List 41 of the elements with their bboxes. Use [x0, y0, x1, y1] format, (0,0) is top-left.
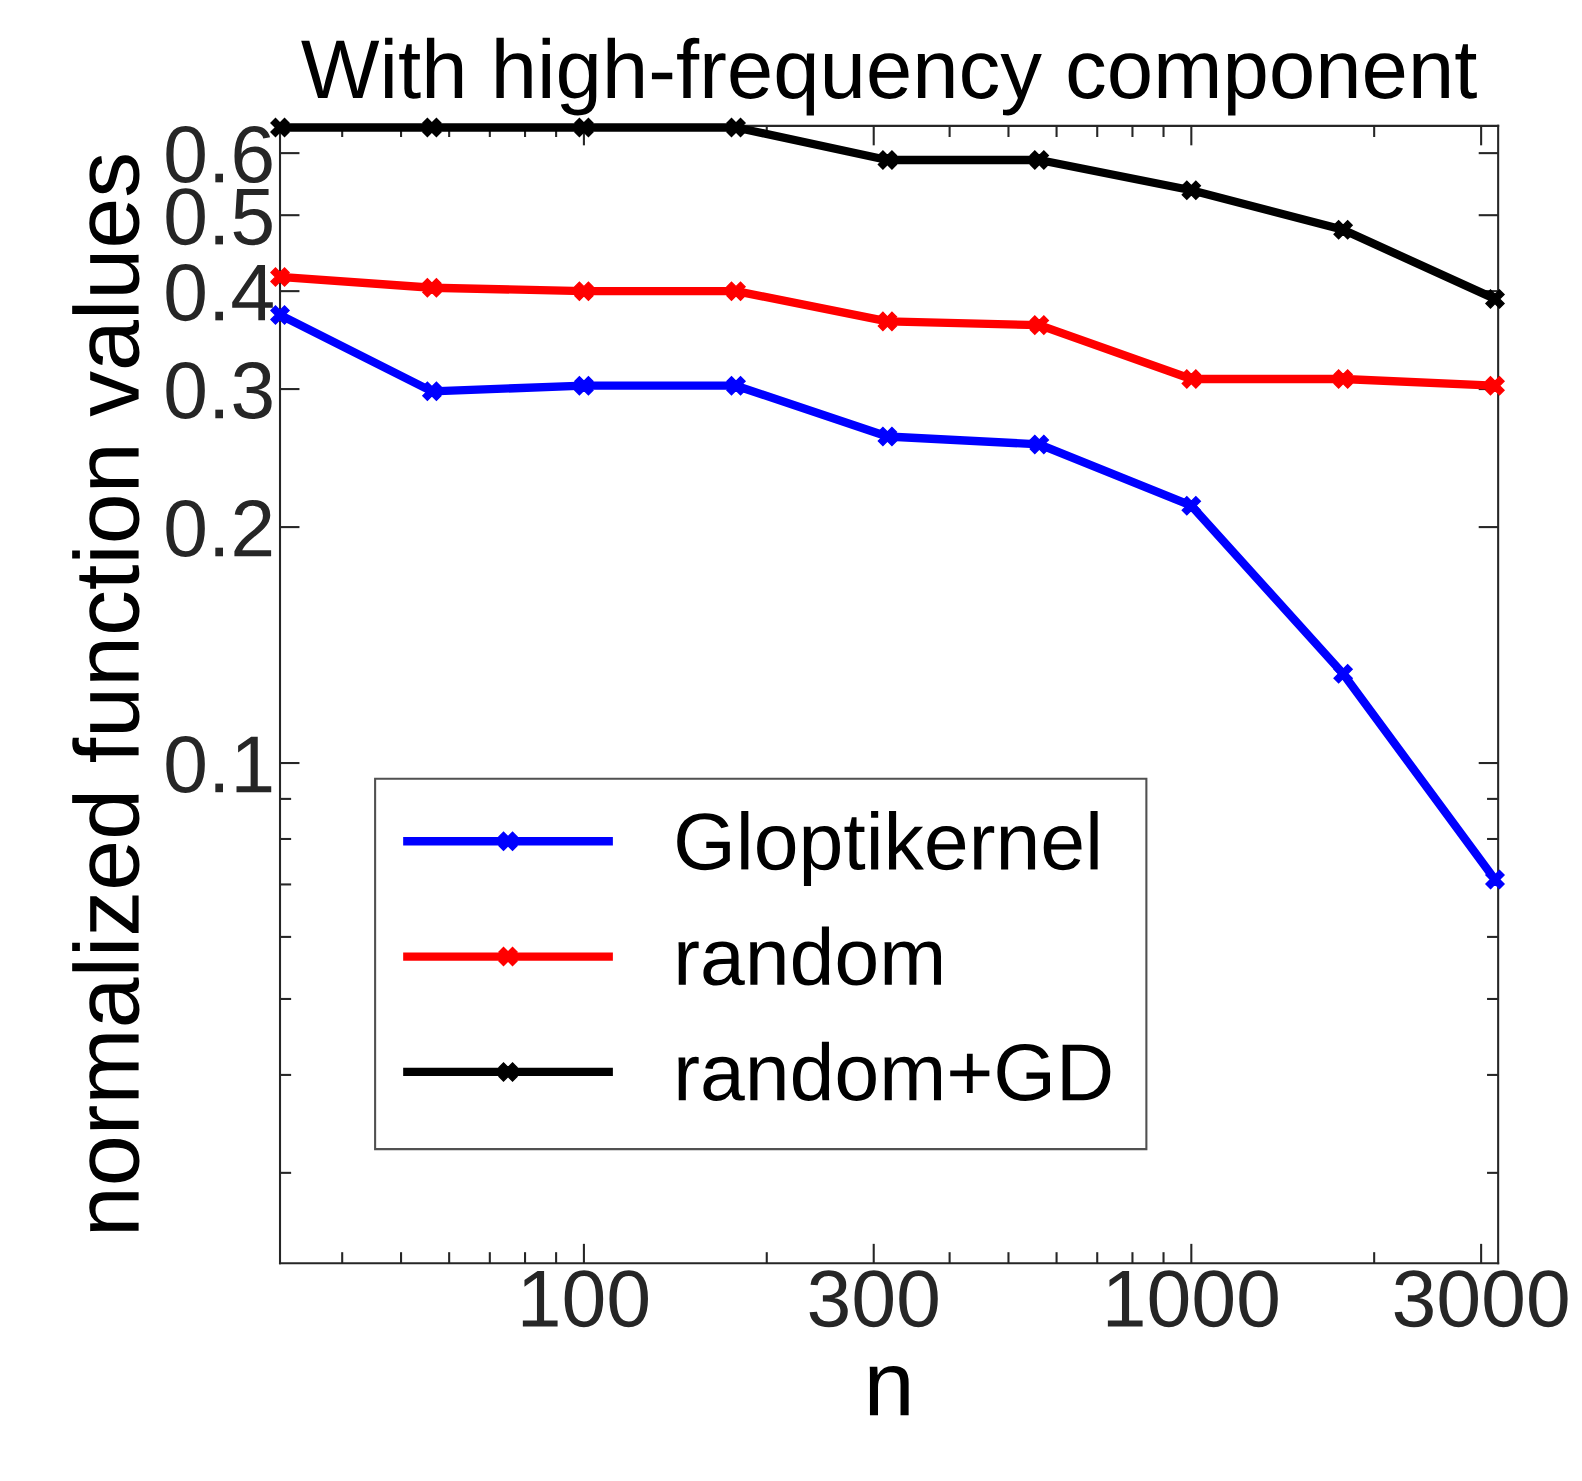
point: [1333, 369, 1353, 389]
point: [1181, 180, 1202, 200]
point: [422, 381, 442, 402]
x-tick-label: 3000: [1394, 1270, 1568, 1328]
point: [1485, 289, 1505, 309]
y-tick-label: 0.1: [166, 735, 272, 794]
point: [1485, 375, 1505, 396]
point: [1029, 315, 1050, 335]
point: [422, 117, 442, 138]
point: [1333, 220, 1353, 240]
x-axis-title: n: [869, 1365, 909, 1416]
point: [877, 426, 898, 447]
point: [726, 117, 746, 138]
y-tick-label: 0.5: [166, 188, 272, 246]
point: [726, 281, 746, 301]
point: [877, 311, 898, 332]
point: [1181, 495, 1202, 516]
x-tick-label: 300: [809, 1270, 938, 1328]
y-tick-label: 0.3: [166, 362, 272, 420]
point: [1485, 869, 1505, 890]
y-tick-label: 0.4: [166, 264, 273, 322]
point: [270, 117, 290, 138]
chart-title: With high-frequency component: [301, 37, 1477, 116]
point: [1181, 369, 1202, 389]
point: [422, 278, 442, 298]
point: [726, 375, 746, 396]
y-tick-label: 0.2: [166, 500, 272, 558]
y-axis-title: normalized function values: [72, 155, 140, 1232]
point: [1029, 150, 1050, 170]
x-tick-label: 100: [522, 1270, 648, 1328]
legend-label: Gloptikernel: [677, 811, 1098, 887]
point: [574, 281, 594, 301]
legend-label: random+GD: [678, 1041, 1111, 1101]
point: [877, 150, 898, 170]
point: [574, 375, 594, 396]
x-tick-label: 1000: [1107, 1270, 1278, 1328]
point: [574, 117, 594, 138]
y-tick-label: 0.6: [166, 126, 272, 184]
point: [1333, 663, 1353, 684]
legend-label: random: [678, 926, 941, 986]
point: [1029, 434, 1050, 455]
